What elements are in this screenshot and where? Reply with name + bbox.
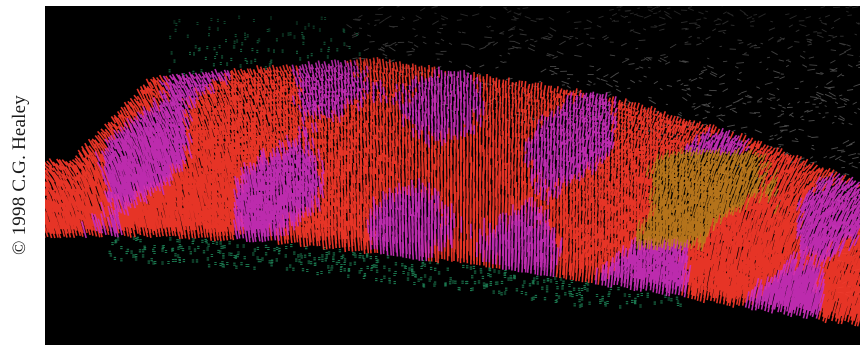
depth-fade <box>45 6 860 76</box>
strokes-surface <box>45 6 860 345</box>
credit-strip: © 1998 C.G. Healey <box>0 0 40 350</box>
visualization-image <box>45 6 860 345</box>
orange-strokes <box>635 146 779 252</box>
copyright-credit: © 1998 C.G. Healey <box>9 95 30 255</box>
